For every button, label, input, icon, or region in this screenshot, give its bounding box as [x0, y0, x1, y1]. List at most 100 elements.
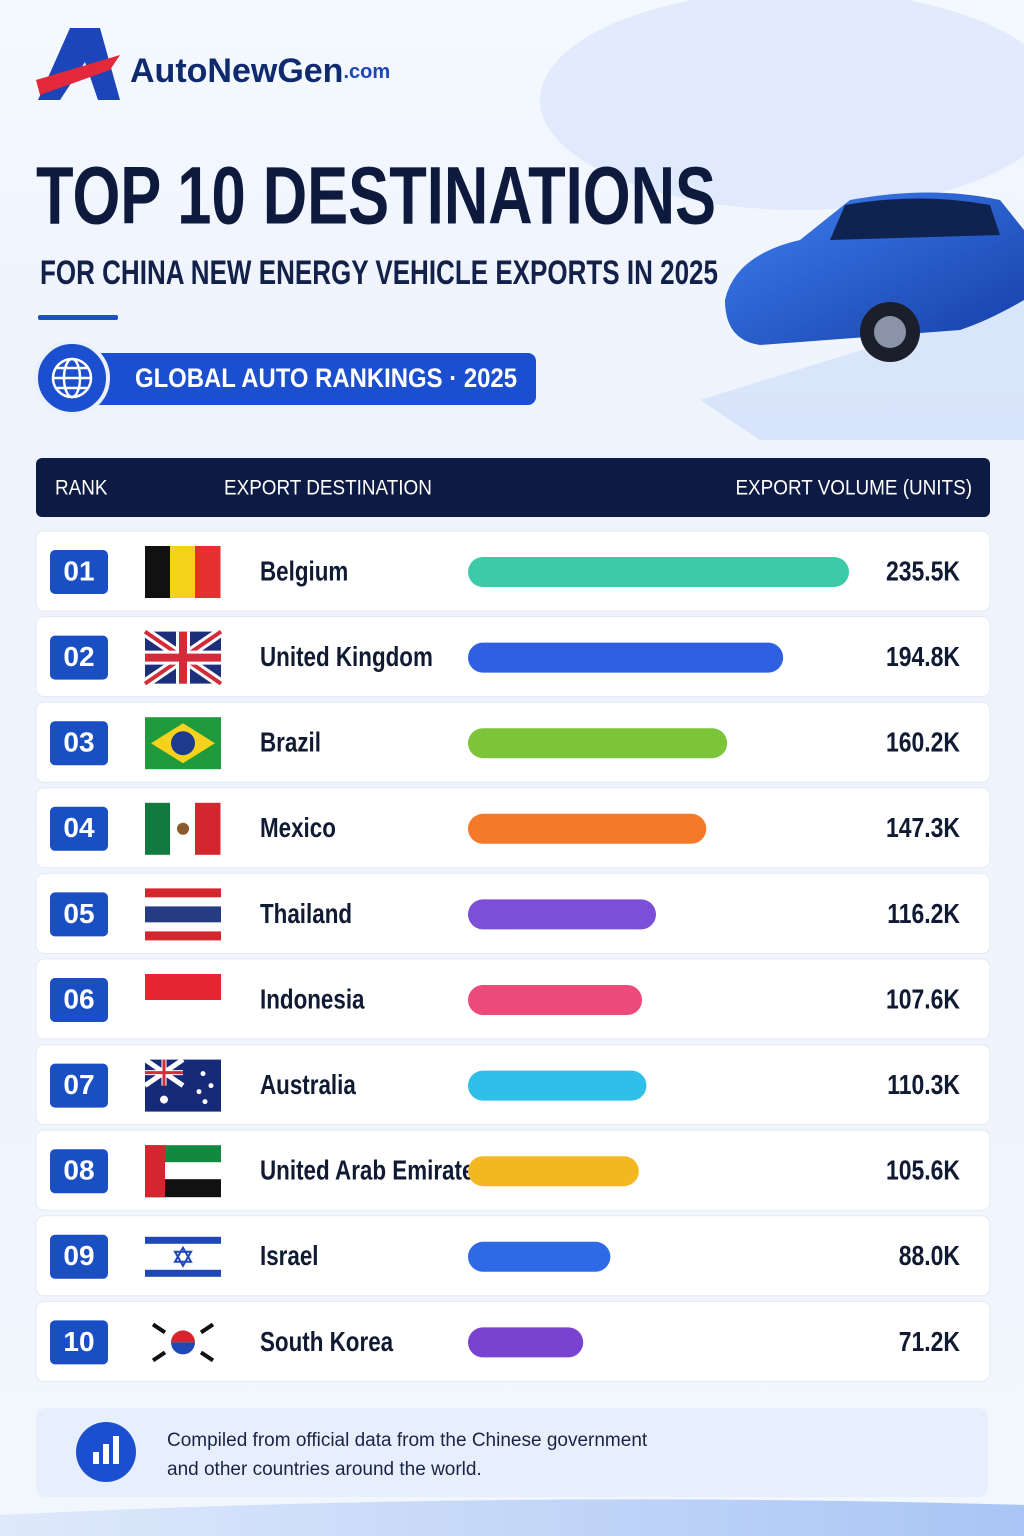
footer-text: and other countries around the world.: [167, 1459, 482, 1480]
bar: [468, 1156, 639, 1187]
flag-part: [200, 1071, 206, 1077]
flag-part: [145, 1145, 165, 1198]
flag-part: [196, 1089, 202, 1095]
flag-part: [145, 802, 171, 855]
flag-part: [171, 731, 195, 756]
flag: [143, 1057, 221, 1112]
country: United Kingdom: [260, 642, 433, 673]
flag-part: [173, 1245, 193, 1268]
flag-part: [177, 822, 189, 835]
car-illustration: [700, 192, 1024, 440]
flag-part: [208, 1083, 214, 1089]
table-header: [36, 458, 990, 517]
rank-box: [50, 721, 108, 766]
underline: [38, 315, 118, 320]
globe-lines: [51, 357, 93, 399]
flag-part: [145, 1059, 183, 1086]
rank: 05: [63, 898, 94, 929]
flag-part: [145, 1269, 221, 1277]
bar: [468, 1070, 647, 1101]
value-label: 160.2K: [886, 728, 960, 759]
footer-text: Compiled from official data from the Chi…: [167, 1430, 648, 1451]
rank: 04: [63, 812, 95, 843]
rank-box: [50, 635, 108, 680]
rank: 02: [63, 641, 94, 672]
flag-part: [145, 931, 221, 941]
country: Israel: [260, 1241, 319, 1272]
bar: [468, 813, 707, 844]
value-label: 88.0K: [899, 1241, 961, 1272]
logo: [36, 28, 120, 100]
flag-part: [160, 1095, 168, 1104]
column-header: EXPORT VOLUME (UNITS): [735, 477, 972, 500]
rank-box: [50, 550, 108, 594]
rank: 08: [63, 1155, 94, 1186]
footer-box: [36, 1408, 988, 1497]
flag-part: [202, 1099, 208, 1105]
flag: [145, 802, 221, 855]
country: United Arab Emirates: [260, 1155, 487, 1186]
value-label: 235.5K: [886, 556, 960, 587]
flag-part: [195, 546, 221, 598]
flag-part: [145, 906, 221, 923]
country: South Korea: [260, 1327, 394, 1358]
bar: [468, 985, 643, 1015]
rank: 09: [63, 1240, 94, 1271]
bar: [468, 642, 784, 673]
flag-part: [151, 1322, 215, 1363]
flag: [145, 1145, 221, 1198]
rank: 10: [63, 1326, 94, 1357]
bar: [468, 899, 656, 930]
flag-part: [145, 631, 221, 684]
country: Indonesia: [260, 984, 365, 1015]
bottom-wave: [0, 1499, 1024, 1536]
rows: 01 Belgium 235.5K 02 United Kingdom 194.8K 03 B…: [35, 530, 991, 1382]
flag-part: [145, 888, 221, 898]
flag: [145, 1316, 221, 1369]
rank: 03: [63, 727, 94, 758]
value-label: 147.3K: [886, 813, 960, 844]
flag: [145, 974, 221, 1026]
rank-box: [50, 1063, 108, 1108]
value-label: 110.3K: [887, 1070, 960, 1101]
rank-box: [50, 1149, 108, 1194]
flag-part: [145, 546, 171, 598]
bar: [468, 1241, 611, 1272]
title: TOP 10 DESTINATIONS: [36, 151, 716, 242]
flag-part: [145, 922, 221, 932]
bar: [468, 557, 849, 587]
subtitle: FOR CHINA NEW ENERGY VEHICLE EXPORTS IN …: [40, 254, 718, 292]
flag-part: [171, 1342, 195, 1355]
rank-box: [50, 892, 108, 937]
rank-box: [50, 978, 108, 1022]
column-header: RANK: [55, 477, 108, 500]
rank: 07: [63, 1069, 94, 1100]
rank: 06: [63, 983, 94, 1014]
rank-box: [50, 1234, 108, 1279]
bar: [468, 728, 728, 759]
badge: [90, 353, 536, 405]
rank-box: [50, 806, 108, 851]
country: Mexico: [260, 813, 336, 844]
flag: [145, 546, 221, 598]
value-label: 105.6K: [886, 1156, 960, 1187]
country: Brazil: [260, 727, 321, 758]
rank-box: [50, 1320, 108, 1365]
flag: [142, 627, 224, 688]
rank: 01: [63, 555, 94, 586]
chart-icon-bars: [93, 1436, 119, 1464]
bar: [468, 1327, 584, 1358]
flag-part: [145, 974, 221, 1000]
country: Thailand: [260, 899, 352, 930]
logo-text: AutoNewGen.com: [130, 52, 390, 90]
badge-text: GLOBAL AUTO RANKINGS · 2025: [135, 363, 517, 393]
value-label: 116.2K: [887, 899, 960, 930]
flag-part: [145, 1236, 221, 1244]
country: Belgium: [260, 556, 348, 587]
flag: [145, 717, 221, 770]
flag-part: [145, 1000, 221, 1026]
country: Australia: [260, 1070, 357, 1101]
flag: [145, 1230, 221, 1283]
flag-part: [170, 546, 196, 598]
